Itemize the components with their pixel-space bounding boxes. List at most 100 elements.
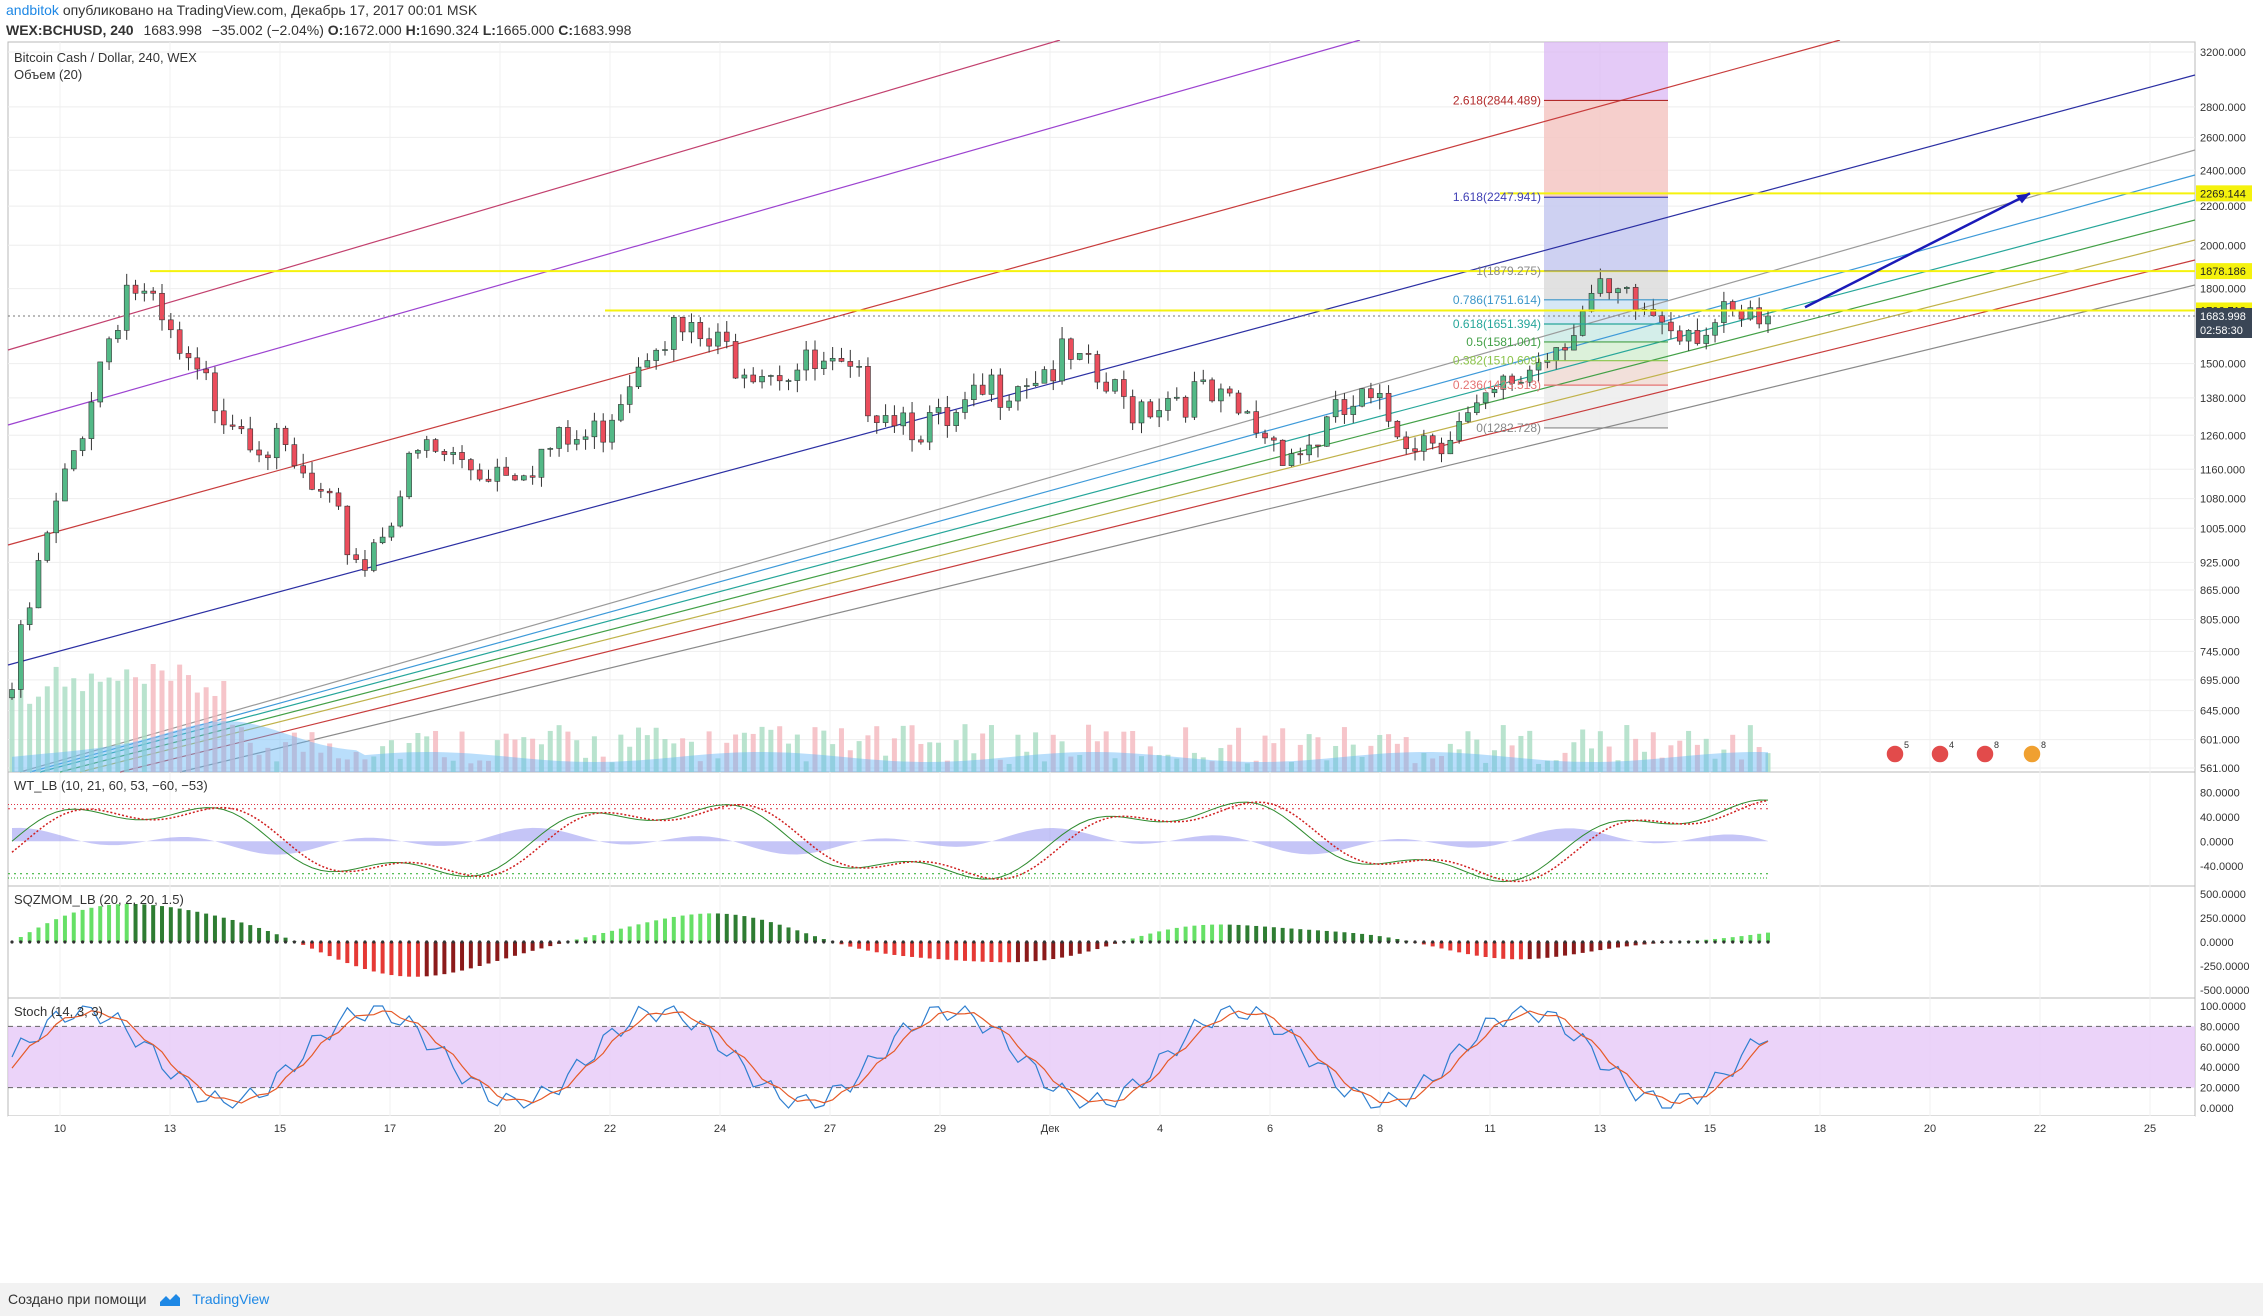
price-tick: 1160.000 — [2200, 464, 2245, 476]
sqz-dot — [372, 940, 376, 944]
symbol[interactable]: WEX:BCHUSD, 240 — [6, 22, 134, 38]
candle-body — [362, 559, 368, 571]
sqz-dot — [1060, 940, 1064, 944]
sqz-dot — [213, 940, 217, 944]
candle-body — [203, 368, 209, 374]
candle-body — [388, 525, 395, 538]
sqz-dot — [36, 940, 41, 944]
symbol-bar: WEX:BCHUSD, 240 1683.998 −35.002 (−2.04%… — [0, 20, 2263, 40]
sqz-dot — [919, 940, 923, 944]
sqz-indicator: 500.0000 250.0000 0.0000 -250.0000 -500.0000 — [10, 889, 2250, 997]
tradingview-link[interactable]: TradingView — [192, 1291, 270, 1307]
event-badges[interactable]: 5 4 8 8 — [1885, 740, 2046, 764]
sqz-dot — [804, 940, 808, 944]
candle-body — [1535, 362, 1542, 371]
sqz-dot — [1757, 940, 1761, 944]
volume-bar — [44, 686, 50, 772]
sqz-dot — [857, 940, 861, 944]
arrow-head — [2016, 193, 2030, 204]
time-tick: 25 — [2144, 1123, 2156, 1135]
chart-canvas[interactable]: 2.618(2844.489) 1.618(2247.941) 1(1879.275… — [0, 40, 2263, 1283]
candle-body — [803, 349, 809, 371]
candle-body — [750, 374, 757, 383]
sqz-dot — [363, 940, 367, 944]
sqz-bar — [124, 903, 129, 942]
sqz-bar — [1721, 938, 1726, 942]
candle-body — [1632, 287, 1639, 310]
candle-body — [168, 319, 174, 331]
sqz-pane[interactable] — [7, 885, 2196, 999]
channel-line — [7, 40, 1361, 426]
volume-bar — [362, 759, 368, 772]
candle-body — [1562, 347, 1568, 351]
volume-bar — [238, 727, 244, 772]
candle-body — [220, 410, 227, 426]
volume-bar — [1677, 740, 1683, 772]
trend-arrow — [1804, 192, 2031, 309]
volume-bar — [574, 740, 580, 772]
sqz-dot — [116, 940, 120, 944]
sqz-bar — [1474, 942, 1479, 956]
volume-bar — [1324, 760, 1330, 772]
horizontal-levels — [8, 192, 2195, 317]
candle-body — [1403, 436, 1410, 450]
sqz-bar — [945, 942, 950, 960]
price-tick: 2400.000 — [2200, 165, 2246, 177]
sqz-bar — [1386, 937, 1391, 942]
price-change: −35.002 (−2.04%) — [211, 22, 324, 38]
price-tick: 1380.000 — [2200, 393, 2246, 405]
volume-bar — [794, 734, 800, 772]
main-pane[interactable] — [7, 41, 2196, 773]
sqz-bar — [115, 904, 120, 942]
sqz-dot — [689, 940, 694, 944]
fib-zone-top — [1544, 42, 1668, 101]
volume-bar — [1359, 756, 1365, 772]
volume-bar — [803, 761, 809, 772]
sqz-bar — [204, 913, 209, 942]
volume-bar — [494, 740, 500, 772]
candle-body — [582, 436, 589, 440]
sqz-tick: 500.0000 — [2200, 889, 2246, 901]
wt-pane[interactable] — [7, 771, 2196, 887]
candle-body — [1050, 369, 1057, 382]
fib-level-label: 0(1282.728) — [1476, 421, 1541, 435]
volume-bar — [1562, 752, 1568, 772]
sqz-bar — [1210, 924, 1215, 942]
candle-body — [1156, 410, 1162, 418]
candle-body — [723, 331, 730, 342]
volume-bar — [230, 724, 236, 772]
volume-bar — [265, 747, 271, 772]
sqz-dot — [742, 940, 747, 944]
sqz-bar — [1024, 942, 1029, 962]
candle-body — [494, 466, 501, 482]
sqz-bar — [1615, 942, 1620, 948]
volume-bar — [1456, 749, 1462, 772]
candle-body — [1712, 322, 1718, 336]
sqz-dot — [628, 940, 632, 944]
volume-bar — [1580, 729, 1586, 772]
author-link[interactable]: andbitok — [6, 2, 59, 18]
candle-body — [776, 375, 783, 382]
sqz-bar — [539, 942, 544, 949]
price-tick: 3200.000 — [2200, 47, 2246, 59]
sqz-dot — [1316, 940, 1320, 944]
candle-body — [1482, 392, 1489, 404]
volume-bar — [1491, 750, 1497, 772]
candle-body — [212, 372, 218, 412]
volume-bar — [653, 727, 659, 772]
sqz-dot — [1289, 940, 1294, 944]
volume-bar — [1483, 762, 1489, 772]
sqz-dot — [1148, 940, 1152, 944]
volume-bar — [1191, 752, 1197, 772]
sqz-bar — [1298, 929, 1303, 942]
volume-bar — [203, 687, 209, 772]
candle-body — [944, 407, 951, 426]
volume-bar — [1386, 734, 1392, 772]
volume-label: Объем (20) — [14, 67, 82, 82]
volume-bar — [583, 757, 589, 772]
sqz-dot — [1695, 940, 1700, 944]
sqz-dot — [813, 940, 817, 944]
sqz-bar — [177, 908, 182, 942]
sqz-dot — [478, 940, 482, 944]
sqz-bar — [777, 924, 782, 942]
